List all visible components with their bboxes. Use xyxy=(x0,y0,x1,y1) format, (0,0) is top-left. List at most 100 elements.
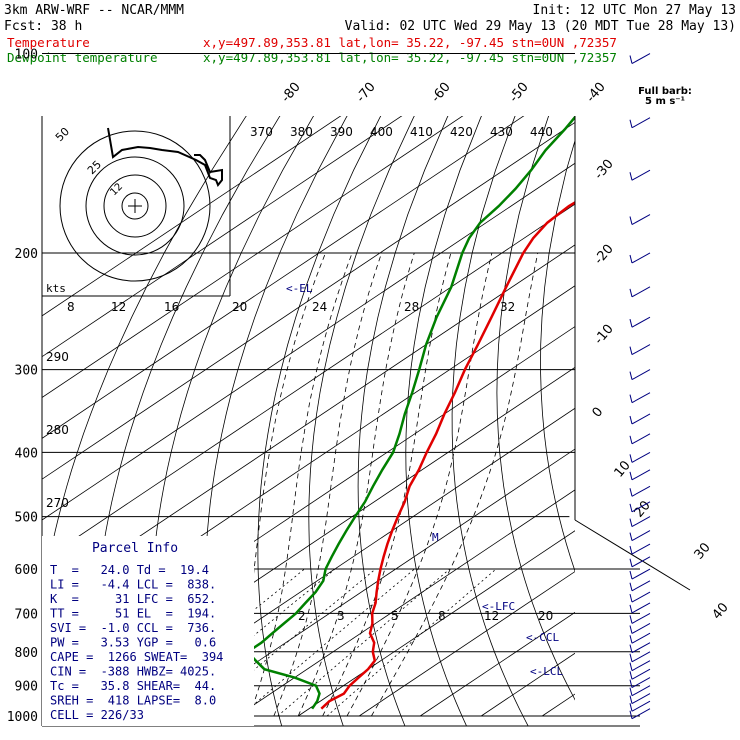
right-temp-label-7: 40 xyxy=(710,600,732,622)
ccl-marker: <-CCL xyxy=(526,631,559,644)
wind-barb-feather-300 xyxy=(629,371,633,380)
wind-barb-575 xyxy=(631,556,651,568)
mixing-label-mid-5: 5 xyxy=(391,609,399,623)
pressure-label-200: 200 xyxy=(15,247,38,262)
mixing-ratio-12 xyxy=(277,568,450,717)
moist-adiabat-24 xyxy=(322,252,452,717)
isotherm--80 xyxy=(42,121,575,480)
hodograph: 25 50 12 kts xyxy=(42,116,231,297)
top-temp-label-1: -70 xyxy=(354,80,379,106)
wind-barb-900 xyxy=(631,685,651,697)
wind-barb-feather-850 xyxy=(629,671,633,680)
parcel-row-1: LI = -4.4 LCL = 838. xyxy=(50,578,216,592)
wind-barb-950 xyxy=(631,700,651,712)
wind-barb-feather-925 xyxy=(629,695,633,704)
right-temp-label-6: 30 xyxy=(692,540,714,562)
hodograph-ring-marker: 12 xyxy=(108,181,125,198)
right-temp-label-3: 0 xyxy=(590,405,607,421)
dry-adiabat-310 xyxy=(357,116,449,726)
moist-adiabat-28 xyxy=(346,252,493,717)
wind-barb-825 xyxy=(631,660,651,672)
mixing-ratio-20 xyxy=(326,568,497,717)
mixing-label-mid-20: 20 xyxy=(538,609,553,623)
wind-barb-feather-775 xyxy=(629,644,633,653)
moist-adiabat-20 xyxy=(297,252,415,717)
theta-label-390: 390 xyxy=(330,125,353,139)
init-time: Init: 12 UTC Mon 27 May 13 xyxy=(533,3,737,18)
isotherm-30 xyxy=(358,571,575,717)
wind-barb-feather-350 xyxy=(629,415,633,425)
mixing-label-mid-8: 8 xyxy=(438,609,446,623)
wind-barb-425 xyxy=(631,469,651,481)
wind-barb-feather-450 xyxy=(629,488,633,497)
wind-barb-775 xyxy=(631,642,651,654)
pressure-label-100: 100 xyxy=(15,48,38,63)
temperature-legend: Temperature xyxy=(7,35,90,50)
wind-barb-feather-125 xyxy=(629,119,633,128)
wind-barb-200 xyxy=(631,252,651,264)
isotherm-20 xyxy=(297,530,575,717)
wind-barb-600 xyxy=(631,568,651,580)
forecast-hour: Fcst: 38 h xyxy=(4,19,82,34)
pressure-label-400: 400 xyxy=(15,446,38,461)
pressure-label-300: 300 xyxy=(15,364,38,379)
lcl-marker: <-LCL xyxy=(530,665,563,678)
wind-barb-700 xyxy=(631,612,651,624)
wind-barb-feather-825 xyxy=(629,662,633,671)
mixing-label-top-12: 12 xyxy=(111,300,126,314)
parcel-info-panel: Parcel Info T = 24.0 Td = 19.4LI = -4.4 … xyxy=(42,536,254,726)
wind-barb-feather-150 xyxy=(629,172,633,181)
wind-barb-400 xyxy=(631,451,651,463)
hodograph-ring-25: 25 xyxy=(85,158,104,177)
parcel-row-9: SREH = 418 LAPSE= 8.0 xyxy=(50,694,216,708)
wind-barb-375 xyxy=(631,433,651,445)
wind-barb-feather-650 xyxy=(629,593,633,603)
theta-label-420: 420 xyxy=(450,125,473,139)
wind-barb-feather-600 xyxy=(629,570,633,580)
dry-adiabat-390 xyxy=(703,54,740,731)
parcel-info-rows: T = 24.0 Td = 19.4LI = -4.4 LCL = 838.K … xyxy=(50,563,223,722)
right-temp-label-0: -30 xyxy=(592,157,617,183)
wind-barb-feather-625 xyxy=(629,582,633,591)
wind-barb-feather-225 xyxy=(629,288,633,297)
wind-barb-750 xyxy=(631,632,651,644)
moist-adiabat-16 xyxy=(273,252,382,717)
theta-left-label-270: 270 xyxy=(46,496,69,510)
dry-adiabat-340 xyxy=(496,116,575,701)
mixing-label-mid-2: 2 xyxy=(298,609,306,623)
pressure-label-500: 500 xyxy=(15,511,38,526)
wind-barb-feather-400 xyxy=(629,454,633,463)
m-marker: M xyxy=(432,531,439,544)
pressure-label-600: 600 xyxy=(15,563,38,578)
moist-adiabat-lines xyxy=(224,252,539,717)
wind-barb-925 xyxy=(631,693,651,705)
parcel-row-3: TT = 51 EL = 194. xyxy=(50,607,216,621)
wind-barb-975 xyxy=(631,708,651,720)
wind-barb-feather-725 xyxy=(629,625,633,634)
wind-barb-550 xyxy=(631,543,651,555)
dewpoint-location: x,y=497.89,353.81 lat,lon= 35.22, -97.45… xyxy=(203,50,617,65)
hodograph-ring-50: 50 xyxy=(53,125,72,144)
wind-barb-250 xyxy=(631,316,651,328)
top-temp-label-4: -40 xyxy=(584,80,609,106)
model-title: 3km ARW-WRF -- NCAR/MMM xyxy=(4,3,184,18)
hodograph-trace xyxy=(107,127,223,187)
plot-diagonal-border xyxy=(574,519,691,591)
wind-barb-800 xyxy=(631,651,651,663)
top-temp-label-3: -50 xyxy=(507,80,532,106)
wind-barb-legend-units: 5 m s⁻¹ xyxy=(645,96,685,107)
mixing-label-top-20: 20 xyxy=(232,300,247,314)
parcel-row-0: T = 24.0 Td = 19.4 xyxy=(50,563,209,577)
hodograph-kts-label: kts xyxy=(46,282,66,295)
wind-barb-feather-550 xyxy=(629,545,633,555)
parcel-row-5: PW = 3.53 YGP = 0.6 xyxy=(50,636,216,650)
wind-barb-100 xyxy=(631,53,651,64)
mixing-label-mid-12: 12 xyxy=(484,609,499,623)
theta-left-label-280: 280 xyxy=(46,423,69,437)
parcel-row-6: CAPE = 1266 SWEAT= 394 xyxy=(50,650,223,664)
theta-label-380: 380 xyxy=(290,125,313,139)
wind-barb-500 xyxy=(631,516,651,528)
wind-barb-feather-800 xyxy=(629,653,633,662)
valid-time: Valid: 02 UTC Wed 29 May 13 (20 MDT Tue … xyxy=(345,19,736,34)
